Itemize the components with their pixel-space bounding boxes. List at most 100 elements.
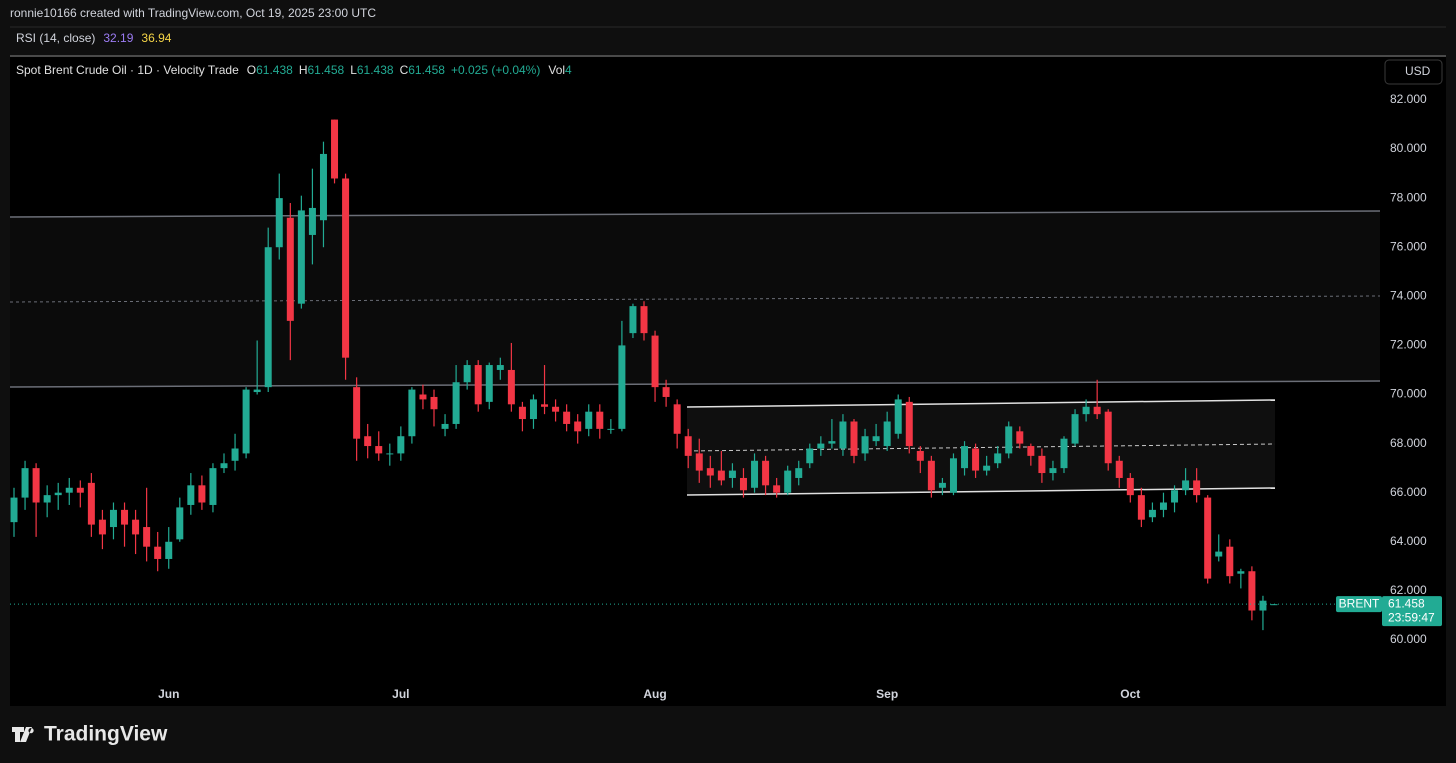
- y-tick-label: 72.000: [1390, 338, 1427, 352]
- candle-body: [264, 247, 272, 388]
- candle-body: [916, 450, 924, 461]
- candle-body: [574, 421, 582, 432]
- candle-body: [43, 495, 51, 503]
- currency-button[interactable]: USD: [1384, 59, 1443, 85]
- x-tick-label: Aug: [643, 687, 666, 701]
- y-tick-label: 60.000: [1390, 632, 1427, 646]
- candle-body: [938, 482, 946, 488]
- price-label: 61.458: [1388, 596, 1425, 610]
- candle-body: [319, 153, 327, 221]
- candle-body: [596, 411, 604, 429]
- candle-body: [1049, 468, 1057, 474]
- credit: ronnie10166 created with TradingView.com…: [10, 6, 376, 20]
- candle-body: [65, 487, 73, 493]
- candle-body: [751, 460, 759, 488]
- candle-body: [905, 401, 913, 447]
- legend-value: 61.438: [256, 63, 293, 77]
- candle-body: [1016, 431, 1024, 444]
- candle-body: [1259, 600, 1267, 611]
- indicator-line: RSI (14, close) 32.19 36.94: [16, 31, 172, 45]
- candle-body: [894, 399, 902, 434]
- candle-body: [165, 541, 173, 559]
- candle-body: [253, 389, 261, 393]
- candle-body: [10, 497, 18, 523]
- candle-body: [585, 411, 593, 429]
- candle-body: [607, 428, 615, 430]
- candle-body: [364, 436, 372, 447]
- candle-body: [463, 365, 471, 383]
- candle-body: [552, 406, 560, 412]
- brand: TradingView: [12, 723, 168, 746]
- candle-body: [739, 477, 747, 491]
- legend: Spot Brent Crude Oil · 1D · Velocity Tra…: [16, 63, 572, 77]
- candle-body: [308, 207, 316, 235]
- candle-body: [132, 519, 140, 535]
- candle-body: [187, 485, 195, 505]
- candle-body: [121, 509, 129, 525]
- y-tick-label: 74.000: [1390, 288, 1427, 302]
- channel: [686, 399, 1276, 496]
- indicator-value: 36.94: [141, 31, 171, 45]
- candle-body: [485, 365, 493, 402]
- candle-body: [728, 470, 736, 478]
- y-tick-label: 76.000: [1390, 239, 1427, 253]
- candle-body: [695, 453, 703, 471]
- brand-name: TradingView: [44, 723, 168, 746]
- candle-body: [474, 365, 482, 405]
- candle-body: [231, 448, 239, 461]
- legend-label: O: [247, 63, 256, 77]
- zone-mid: [9, 295, 1381, 303]
- candle-body: [1115, 460, 1123, 478]
- candle-body: [795, 468, 803, 478]
- indicator-value: 32.19: [103, 31, 133, 45]
- legend-value: 61.458: [408, 63, 445, 77]
- x-tick-label: Jun: [158, 687, 179, 701]
- candle-body: [1005, 426, 1013, 454]
- candle-body: [1215, 551, 1223, 557]
- candle-body: [828, 441, 836, 444]
- zone-top: [9, 210, 1381, 218]
- candle-body: [1237, 571, 1245, 574]
- candle-body: [1071, 414, 1079, 444]
- candle-body: [1226, 546, 1234, 577]
- candle-body: [242, 389, 250, 454]
- candle-body: [983, 465, 991, 471]
- candle-body: [784, 470, 792, 493]
- candle-body: [430, 396, 438, 410]
- candle-body: [861, 436, 869, 454]
- channel-mid: [686, 443, 1276, 452]
- y-tick-label: 68.000: [1390, 436, 1427, 450]
- candle-body: [927, 460, 935, 491]
- candle-body: [706, 468, 714, 476]
- candle-body: [883, 421, 891, 447]
- candle-body: [1082, 406, 1090, 415]
- candle-body: [32, 468, 40, 503]
- candle-body: [1159, 502, 1167, 510]
- candle-body: [651, 335, 659, 388]
- candle-body: [872, 436, 880, 442]
- candle-body: [806, 448, 814, 464]
- candle-body: [386, 453, 394, 455]
- candle-body: [87, 482, 95, 525]
- candle-body: [54, 492, 62, 496]
- currency-box[interactable]: [1384, 59, 1443, 85]
- candle-body: [817, 443, 825, 449]
- candle-body: [408, 389, 416, 437]
- countdown: 23:59:47: [1388, 610, 1435, 624]
- candle-body: [109, 509, 117, 528]
- brand-logo: [12, 727, 34, 742]
- candle-body: [640, 306, 648, 334]
- y-tick-label: 62.000: [1390, 583, 1427, 597]
- price-box: [1382, 596, 1442, 627]
- currency[interactable]: USD: [1405, 64, 1431, 78]
- candle-body: [1060, 438, 1068, 469]
- volume-label: Vol: [548, 63, 565, 77]
- legend-label: H: [299, 63, 308, 77]
- candle-body: [342, 178, 350, 358]
- candle-body: [662, 387, 670, 397]
- candle-body: [375, 446, 383, 454]
- upper-zone: [9, 210, 1381, 388]
- candle-body: [1171, 490, 1179, 503]
- candle-body: [441, 423, 449, 429]
